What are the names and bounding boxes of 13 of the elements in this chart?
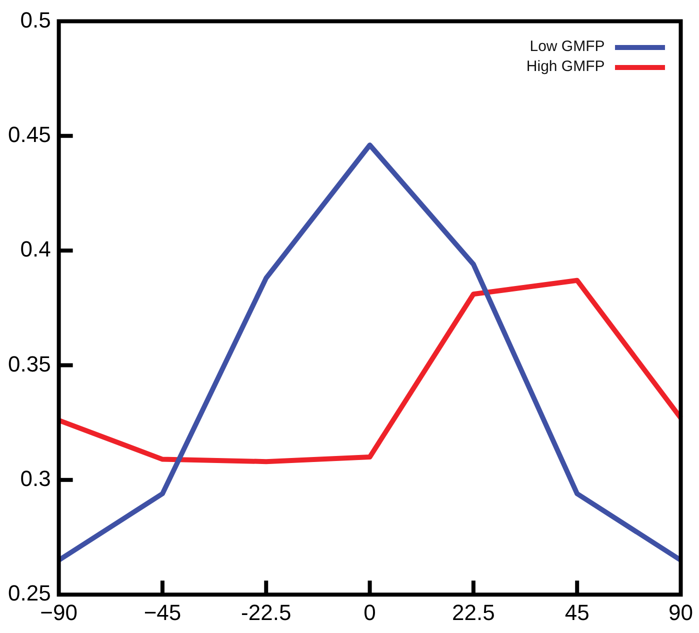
y-tick-label: 0.45	[8, 122, 51, 147]
y-tick-label: 0.4	[20, 236, 51, 262]
x-tick-label: -22.5	[241, 600, 292, 625]
y-tick-label: 0.35	[8, 351, 51, 376]
x-tick-label: −45	[144, 600, 182, 625]
x-tick-label: 0	[364, 600, 376, 625]
x-tick-label: 90	[668, 600, 694, 625]
x-tick-label: 45	[564, 600, 590, 625]
y-tick-label: 0.3	[20, 466, 51, 491]
legend-label: High GMFP	[526, 57, 605, 78]
y-tick-label: 0.5	[20, 7, 51, 32]
x-tick-label: 22.5	[452, 600, 495, 625]
legend-label: Low GMFP	[530, 37, 605, 58]
